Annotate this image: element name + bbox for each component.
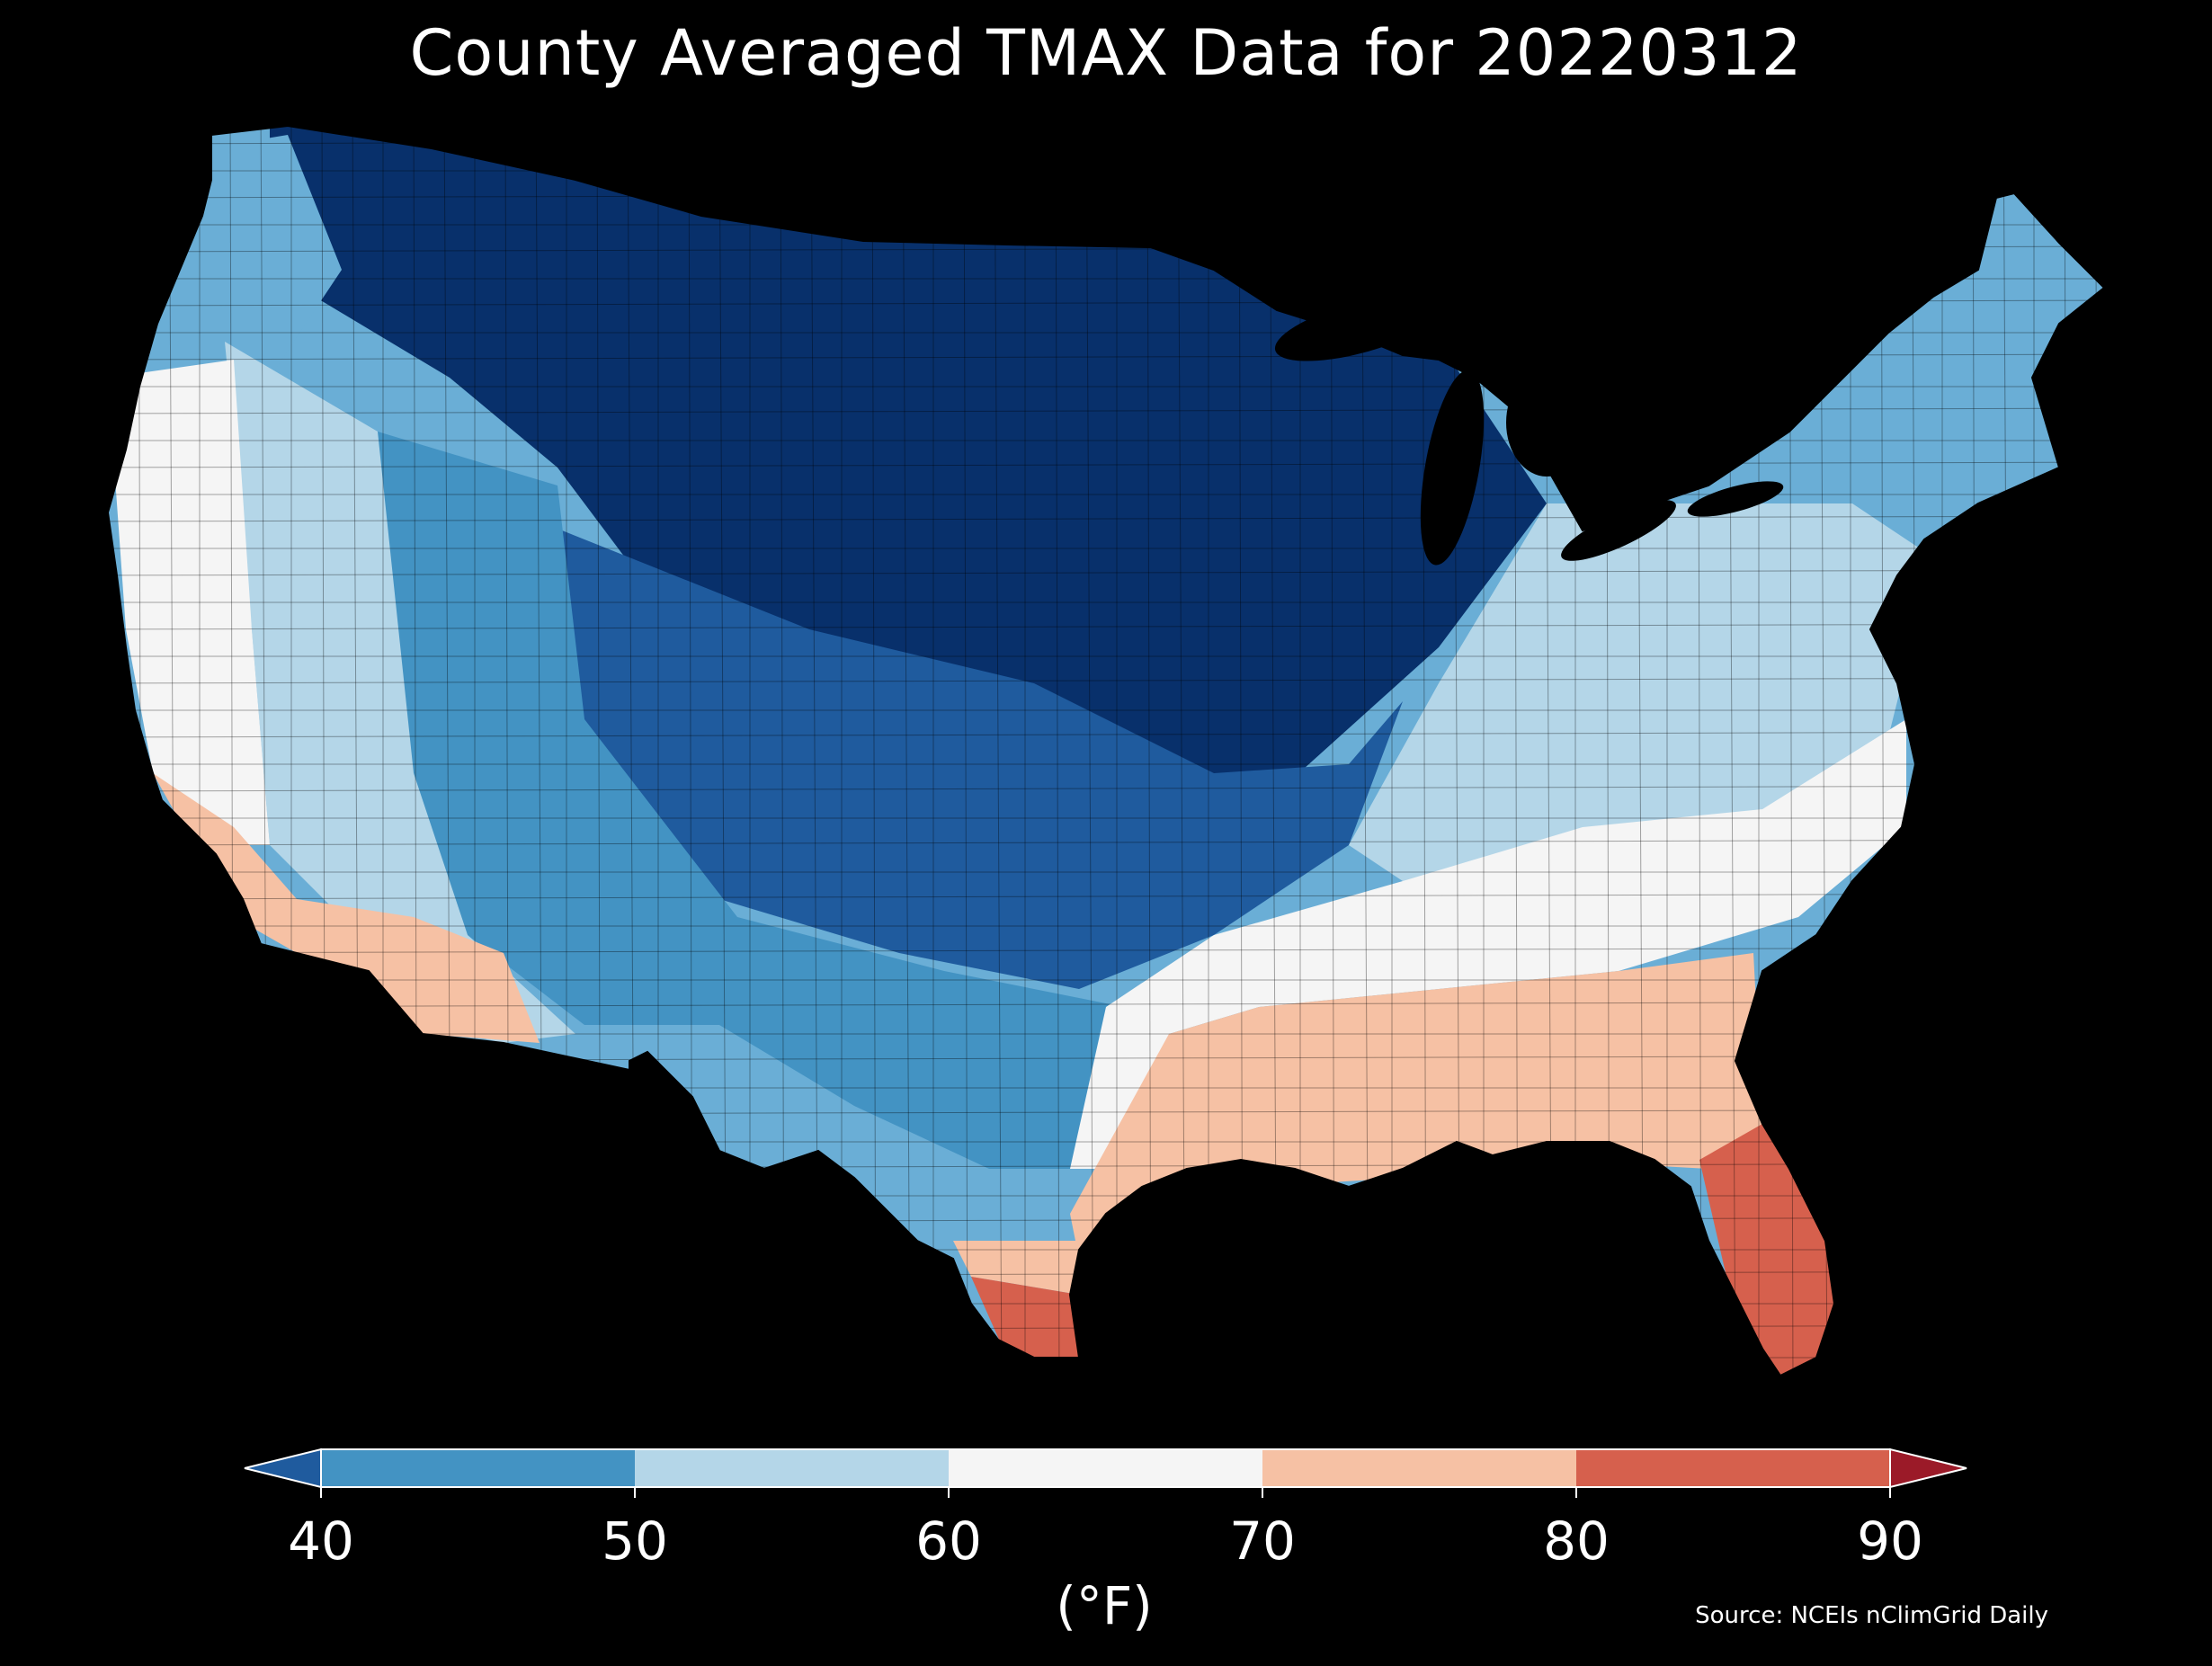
great-lakes bbox=[1274, 295, 1784, 566]
colorbar-units-label: (°F) bbox=[1056, 1575, 1153, 1636]
colorbar-segment-70-80 bbox=[1262, 1449, 1576, 1487]
colorbar-tick-label-60: 60 bbox=[915, 1510, 982, 1572]
colorbar bbox=[244, 1448, 1967, 1498]
colorbar-tick-label-80: 80 bbox=[1543, 1510, 1610, 1572]
colorbar-tick-label-90: 90 bbox=[1857, 1510, 1923, 1572]
region-fill-8 bbox=[971, 1124, 1834, 1376]
colorbar-tick-label-70: 70 bbox=[1229, 1510, 1296, 1572]
colorbar-tick-label-40: 40 bbox=[288, 1510, 354, 1572]
map-title: County Averaged TMAX Data for 20220312 bbox=[409, 16, 1803, 90]
region-fill-7 bbox=[153, 773, 1762, 1295]
colorbar-segment-40-50 bbox=[321, 1449, 635, 1487]
colorbar-tick-label-50: 50 bbox=[602, 1510, 668, 1572]
colorbar-segment-80-90 bbox=[1576, 1449, 1890, 1487]
region-fill-4 bbox=[180, 135, 2104, 503]
colorbar-frame bbox=[320, 1448, 1891, 1488]
region-fill-1 bbox=[270, 126, 1547, 809]
colorbar-extend-high bbox=[1889, 1448, 1967, 1489]
region-fill-6 bbox=[108, 360, 1906, 1169]
colorbar-segment-60-70 bbox=[949, 1449, 1262, 1487]
colorbar-segment-50-60 bbox=[635, 1449, 949, 1487]
region-fill-3 bbox=[342, 432, 1124, 1169]
source-credit: Source: NCEIs nClimGrid Daily bbox=[1695, 1602, 2048, 1629]
colorbar-extend-low bbox=[244, 1448, 322, 1489]
region-fill-2 bbox=[540, 521, 1403, 989]
